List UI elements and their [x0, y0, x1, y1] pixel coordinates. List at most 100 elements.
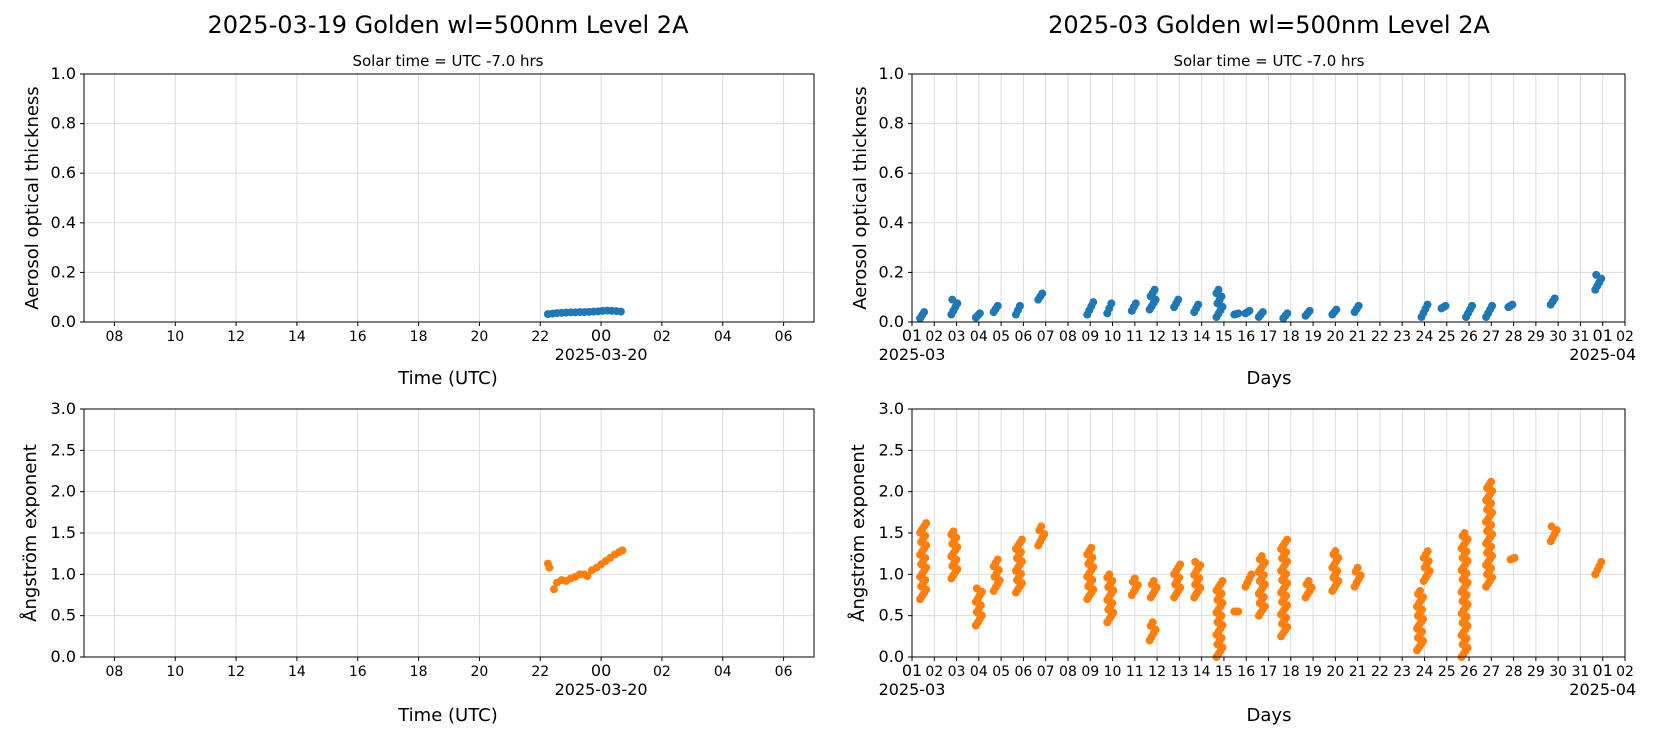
x-tick-label: 06	[775, 664, 793, 680]
x-tick-label: 15	[1215, 329, 1233, 345]
data-point	[1015, 301, 1024, 310]
x-tick-label: 01	[902, 326, 922, 345]
x-tick-label: 23	[1393, 329, 1411, 345]
x-tick-label: 14	[1193, 329, 1211, 345]
data-point	[922, 519, 931, 528]
panel-3-ylabel: Ångström exponent	[19, 444, 41, 622]
x-tick-label: 08	[106, 664, 124, 680]
x-tick-label: 21	[1349, 329, 1367, 345]
x-tick-label: 02	[653, 664, 671, 680]
x-tick-label: 12	[1148, 664, 1166, 680]
x-tick-label: 04	[714, 664, 732, 680]
x-tick-label: 20	[1326, 664, 1344, 680]
x-tick-label: 16	[1237, 329, 1255, 345]
data-point	[1304, 576, 1313, 585]
x-date-sublabel-start: 2025-03	[879, 680, 946, 699]
data-point	[616, 307, 625, 316]
data-point	[1234, 607, 1243, 616]
panel-2-xlabel: Days	[1247, 368, 1292, 389]
y-tick-label: 2.0	[51, 482, 76, 501]
data-point	[1247, 570, 1256, 579]
data-point	[1257, 552, 1266, 561]
x-tick-label: 04	[970, 664, 988, 680]
y-tick-label: 0.4	[51, 213, 76, 232]
data-point	[1089, 298, 1098, 307]
x-tick-label: 28	[1505, 664, 1523, 680]
x-tick-label: 02	[1616, 664, 1634, 680]
data-point	[1597, 557, 1606, 566]
data-point	[949, 527, 958, 536]
data-point	[1234, 309, 1243, 318]
x-tick-label: 16	[349, 664, 367, 680]
plot-frame	[911, 73, 1626, 323]
data-point	[1468, 301, 1477, 310]
x-tick-label: 30	[1549, 664, 1567, 680]
panel-1-xlabel: Time (UTC)	[397, 368, 498, 389]
panel-4-ylabel: Ångström exponent	[847, 444, 869, 622]
data-point	[1150, 285, 1159, 294]
y-tick-label: 1.5	[879, 523, 904, 542]
x-date-sublabel: 2025-03-20	[555, 680, 648, 699]
panel-2-aod-monthly: 01 02 03 04 05 06 07 08 09 10 11 12 13 14 15 16 17 18 19 20…	[879, 64, 1637, 364]
x-tick-label: 29	[1527, 664, 1545, 680]
x-tick-label: 19	[1304, 329, 1322, 345]
data-point	[1194, 300, 1203, 309]
x-tick-label: 06	[775, 329, 793, 345]
x-tick-label: 11	[1126, 329, 1144, 345]
x-tick-label: 21	[1349, 664, 1367, 680]
x-date-sublabel-end: 2025-04	[1569, 345, 1636, 364]
x-tick-label: 01	[1593, 661, 1613, 680]
data-point	[972, 584, 981, 593]
x-date-sublabel: 2025-03-20	[555, 345, 648, 364]
x-tick-label: 07	[1037, 329, 1055, 345]
x-tick-label: 04	[714, 329, 732, 345]
data-point	[1592, 270, 1601, 279]
panel-2-title: 2025-03 Golden wl=500nm Level 2A	[1048, 11, 1490, 39]
x-tick-label: 02	[653, 329, 671, 345]
data-point	[549, 585, 558, 594]
x-tick-label: 31	[1572, 664, 1590, 680]
x-tick-label: 02	[1616, 329, 1634, 345]
x-date-sublabel-start: 2025-03	[879, 345, 946, 364]
data-point	[993, 555, 1002, 564]
panel-1-ylabel: Aerosol optical thickness	[22, 86, 43, 309]
x-tick-label: 10	[166, 664, 184, 680]
x-tick-label: 20	[1326, 329, 1344, 345]
x-tick-label: 06	[1014, 329, 1032, 345]
x-tick-label: 15	[1215, 664, 1233, 680]
x-tick-label: 30	[1549, 329, 1567, 345]
x-tick-label: 18	[1282, 329, 1300, 345]
data-point	[1149, 576, 1158, 585]
x-tick-label: 25	[1438, 329, 1456, 345]
x-tick-label: 20	[471, 329, 489, 345]
y-tick-label: 0.0	[879, 647, 904, 666]
data-point	[1037, 522, 1046, 531]
y-tick-label: 0.2	[879, 262, 904, 281]
x-tick-label: 13	[1170, 664, 1188, 680]
data-point	[1214, 285, 1223, 294]
y-tick-label: 0.6	[879, 163, 904, 182]
data-point	[1283, 309, 1292, 318]
y-tick-label: 0.8	[51, 114, 76, 133]
data-point	[1131, 299, 1140, 308]
x-tick-label: 13	[1170, 329, 1188, 345]
data-point	[1423, 300, 1432, 309]
y-tick-label: 0.0	[51, 312, 76, 331]
data-point	[1550, 294, 1559, 303]
data-point	[1038, 289, 1047, 298]
data-point	[1460, 529, 1469, 537]
data-point	[1283, 535, 1292, 544]
x-tick-label: 24	[1416, 329, 1434, 345]
x-tick-label: 10	[166, 329, 184, 345]
x-tick-label: 22	[1371, 329, 1389, 345]
x-tick-label: 22	[531, 664, 549, 680]
data-point	[583, 571, 592, 580]
data-point	[920, 308, 929, 317]
x-tick-label: 26	[1460, 664, 1478, 680]
data-point	[1547, 522, 1556, 531]
x-tick-label: 02	[925, 329, 943, 345]
data-point	[1353, 563, 1362, 572]
y-tick-label: 0.8	[879, 114, 904, 133]
panel-1-aod-daily: 08 10 12 14 16 18 20 22 00 02 04 06 0.0 0.2 0.4 0.6 0.8 1…	[51, 64, 815, 364]
